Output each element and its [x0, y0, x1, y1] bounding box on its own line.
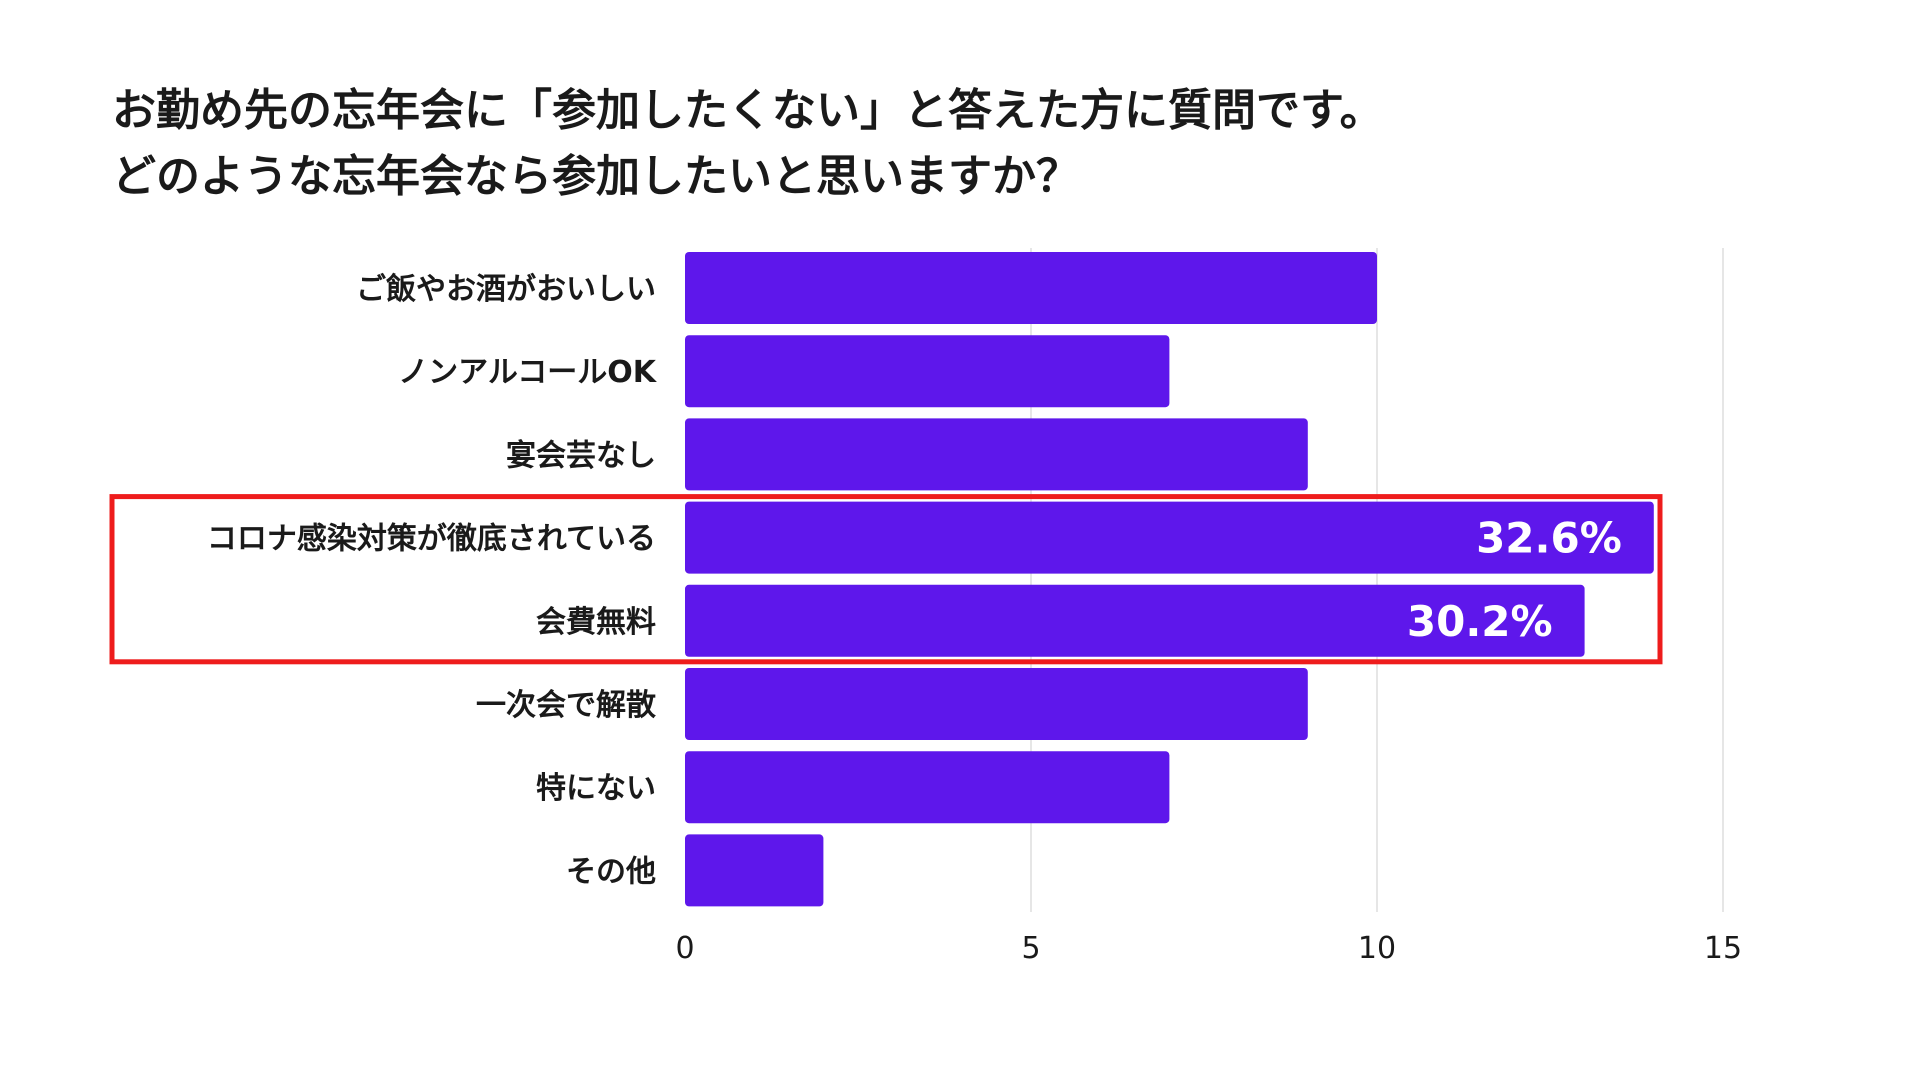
x-tick-label: 15 [1704, 931, 1742, 966]
chart-title-line-1: お勤め先の忘年会に「参加したくない」と答えた方に質問です。 [112, 85, 1384, 136]
category-label: 宴会芸なし [506, 438, 656, 473]
bar-7 [685, 751, 1170, 824]
category-label: ご飯やお酒がおいしい [356, 272, 656, 307]
category-label: 一次会で解散 [476, 688, 656, 723]
bar-4 [685, 501, 1654, 574]
x-tick-label: 5 [1021, 931, 1040, 966]
x-tick-label: 0 [675, 931, 694, 966]
bar-2 [685, 335, 1170, 408]
chart-title: お勤め先の忘年会に「参加したくない」と答えた方に質問です。 どのような忘年会なら… [112, 78, 1812, 210]
chart-title-line-2: どのような忘年会なら参加したいと思いますか？ [112, 151, 1080, 202]
category-label: その他 [566, 854, 656, 889]
bar-5 [685, 584, 1585, 657]
bar-1 [685, 252, 1377, 324]
data-label: 30.2% [1407, 597, 1553, 646]
x-tick-label: 10 [1358, 931, 1396, 966]
data-label: 32.6% [1476, 514, 1622, 563]
highlight-box [109, 494, 1663, 665]
bar-3 [685, 418, 1308, 491]
category-label: 会費無料 [536, 605, 656, 640]
category-label: コロナ感染対策が徹底されている [207, 522, 656, 557]
bar-6 [685, 668, 1308, 740]
category-label: 特にない [536, 771, 656, 806]
category-label: ノンアルコールOK [398, 355, 658, 390]
bar-8 [685, 834, 824, 907]
